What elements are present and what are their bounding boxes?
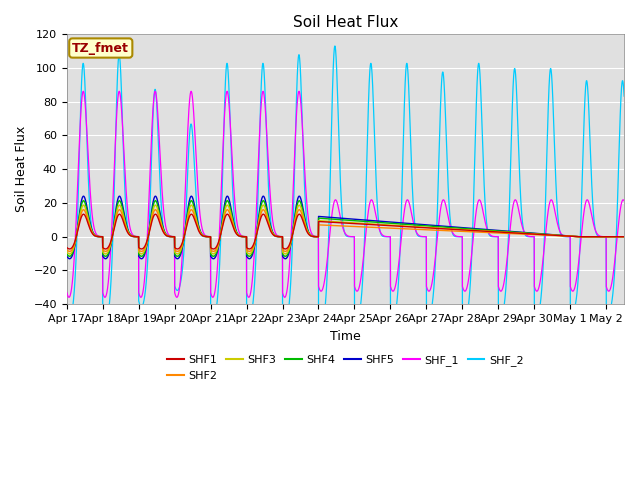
Y-axis label: Soil Heat Flux: Soil Heat Flux	[15, 126, 28, 212]
Title: Soil Heat Flux: Soil Heat Flux	[292, 15, 398, 30]
Legend: SHF1, SHF2, SHF3, SHF4, SHF5, SHF_1, SHF_2: SHF1, SHF2, SHF3, SHF4, SHF5, SHF_1, SHF…	[163, 351, 528, 385]
X-axis label: Time: Time	[330, 330, 361, 343]
Text: TZ_fmet: TZ_fmet	[72, 41, 129, 55]
